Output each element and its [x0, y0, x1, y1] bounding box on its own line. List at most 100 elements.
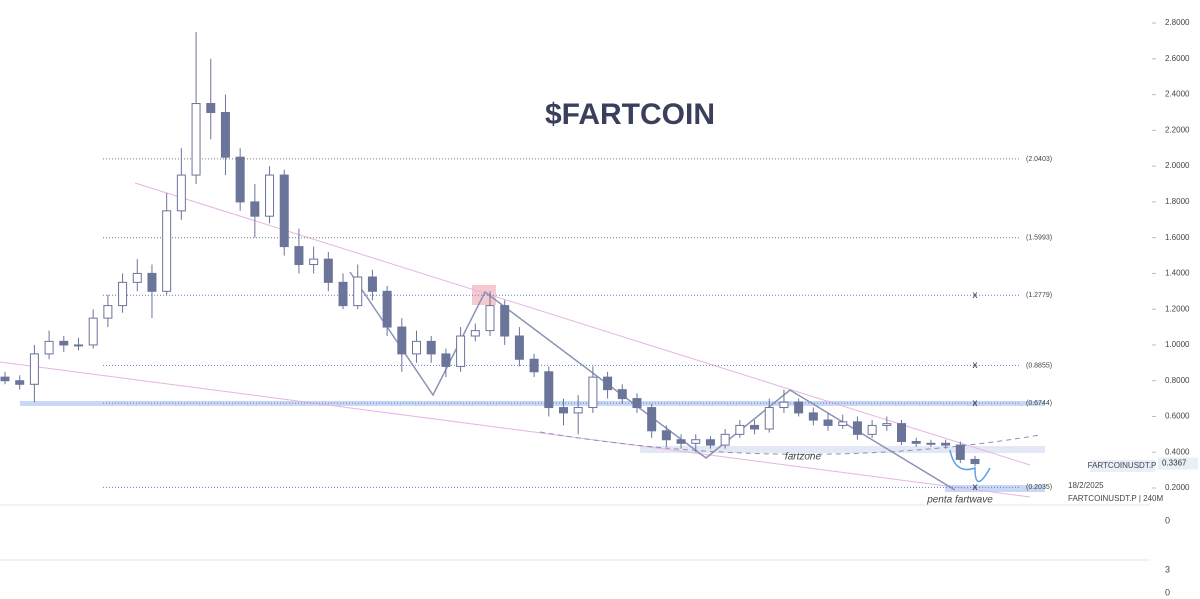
candle-body: [470, 330, 480, 337]
candle-body: [558, 407, 568, 414]
candle-body: [397, 326, 407, 355]
candle-body: [823, 419, 833, 426]
annotation: fartzone: [785, 452, 822, 463]
candle-body: [764, 407, 774, 430]
level-label: (0.2035): [1026, 484, 1052, 491]
projection: [949, 449, 991, 483]
y-tick-label: 1.2000: [1165, 304, 1190, 313]
y-tick-label: 2.2000: [1165, 125, 1190, 134]
candle-body: [265, 174, 275, 217]
candle-body: [588, 376, 598, 409]
candle-body: [176, 174, 186, 212]
candle-body: [779, 401, 789, 409]
interval: FARTCOINUSDT.P | 240M: [1068, 494, 1163, 503]
fartzone-band: [640, 446, 1045, 453]
candle-body: [705, 439, 715, 446]
candle-body: [955, 444, 965, 460]
candle-body: [970, 458, 980, 465]
candle-body: [44, 340, 54, 355]
candle-body: [59, 340, 69, 346]
candle-body: [220, 111, 230, 158]
candle-body: [206, 103, 216, 113]
level-band: [945, 485, 1045, 492]
level-label: (0.6744): [1026, 400, 1052, 407]
level-marker: x: [973, 290, 978, 301]
candle-body: [676, 439, 686, 444]
candle-body: [0, 376, 10, 382]
level-label: (1.5993): [1026, 235, 1052, 242]
candle-body: [720, 433, 730, 446]
candle-body: [147, 272, 157, 292]
candle-body: [941, 442, 951, 446]
candle-body: [250, 201, 260, 217]
candle-body: [691, 439, 701, 444]
candle-body: [118, 281, 128, 307]
candle-body: [617, 389, 627, 400]
candle-body: [367, 276, 377, 292]
candle-body: [294, 246, 304, 265]
candle-body: [926, 442, 936, 445]
candle-body: [603, 376, 613, 391]
pane-label: 0: [1165, 515, 1170, 525]
chart-title: $FARTCOIN: [545, 98, 715, 131]
candle-body: [162, 210, 172, 292]
candle-body: [309, 258, 319, 265]
candle-body: [15, 380, 25, 385]
candle-body: [103, 305, 113, 319]
candle-body: [191, 103, 201, 176]
fartzone-curve: [539, 431, 1041, 455]
candle-body: [882, 423, 892, 426]
y-tick-label: 1.6000: [1165, 233, 1190, 242]
candle-body: [897, 423, 907, 443]
y-tick-label: 0.4000: [1165, 447, 1190, 456]
candle-body: [852, 421, 862, 435]
candle-body: [838, 421, 848, 426]
date: 18/2/2025: [1068, 481, 1104, 490]
y-tick-label: 2.0000: [1165, 161, 1190, 170]
candle-body: [573, 407, 583, 414]
candle-body: [353, 276, 363, 307]
candle-body: [514, 335, 524, 360]
candle-body: [338, 281, 348, 307]
zigzag: [349, 271, 956, 491]
candle-body: [911, 441, 921, 444]
symbol-box: [1090, 460, 1155, 472]
level-label: (1.2779): [1026, 292, 1052, 299]
level-label: (2.0403): [1026, 156, 1052, 163]
candle-body: [88, 317, 98, 346]
candle-body: [235, 156, 245, 203]
y-tick-label: 1.8000: [1165, 197, 1190, 206]
candle-body: [456, 335, 466, 367]
candle-body: [132, 272, 142, 283]
level-label: (0.8855): [1026, 362, 1052, 369]
candle-body: [544, 371, 554, 409]
candle-body: [29, 353, 39, 385]
y-tick-label: 0.8000: [1165, 376, 1190, 385]
candle-body: [632, 398, 642, 409]
candle-body: [750, 424, 760, 430]
y-tick-label: 0.2000: [1165, 483, 1190, 492]
marks: [0, 32, 1020, 488]
level-marker: x: [973, 398, 978, 409]
candle-body: [500, 305, 510, 337]
candle-body: [382, 290, 392, 328]
level-marker: x: [973, 360, 978, 371]
candle-body: [323, 258, 333, 283]
candle-body: [735, 424, 745, 435]
pane-label: 0: [1165, 587, 1170, 597]
candle-body: [794, 401, 804, 414]
level-marker: x: [973, 482, 978, 493]
candle-body: [412, 340, 422, 355]
price-label: 0.3367: [1162, 459, 1187, 468]
candle-body: [426, 340, 436, 355]
candle-body: [661, 430, 671, 441]
price-box: [1158, 457, 1198, 470]
annotation: penta fartwave: [926, 495, 993, 506]
y-tick-label: 2.8000: [1165, 18, 1190, 27]
pane-label: 3: [1165, 564, 1170, 574]
candle-body: [279, 174, 289, 248]
candle-body: [73, 344, 83, 347]
trendline: [0, 361, 1031, 498]
y-tick-label: 1.4000: [1165, 269, 1190, 278]
